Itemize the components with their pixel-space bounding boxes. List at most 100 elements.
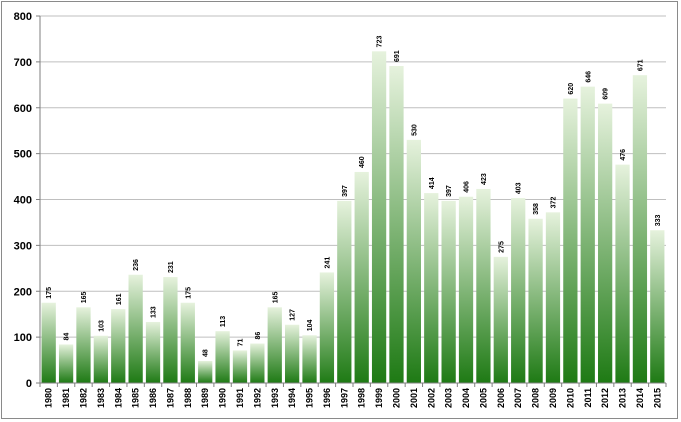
data-label: 231 (168, 261, 175, 273)
data-label: 236 (133, 259, 140, 271)
bar-1998 (354, 171, 369, 383)
x-tick-labels: 1980 1981 1982 1983 1984 1985 1986 1987 1988 1989… (44, 388, 663, 408)
data-label: 397 (342, 185, 349, 197)
data-label: 671 (637, 59, 644, 71)
data-label: 406 (464, 181, 471, 193)
bar-2010 (563, 98, 578, 383)
x-tick-label: 1988 (183, 388, 193, 408)
x-tick-label: 2002 (426, 388, 436, 408)
bar-2005 (476, 188, 491, 383)
data-label: 333 (655, 214, 662, 226)
bar-1985 (128, 274, 143, 383)
data-label: 530 (411, 124, 418, 136)
bar-1995 (302, 335, 317, 383)
bar-1994 (285, 324, 300, 383)
bar-1988 (180, 302, 195, 383)
x-tick-label: 1989 (200, 388, 210, 408)
data-label: 372 (550, 197, 557, 209)
data-label: 460 (359, 156, 366, 168)
x-tick-label: 2004 (461, 388, 471, 408)
bar-2000 (389, 66, 404, 383)
x-tick-label: 1986 (148, 388, 158, 408)
data-label: 84 (64, 333, 71, 341)
bar-1993 (267, 307, 282, 383)
y-tick-label: 0 (26, 378, 32, 390)
x-tick-label: 1982 (78, 388, 88, 408)
data-label: 358 (533, 203, 540, 215)
data-label: 723 (377, 36, 384, 48)
x-tick-label: 2013 (618, 388, 628, 408)
x-tick-label: 1996 (322, 388, 332, 408)
data-label: 175 (185, 287, 192, 299)
data-labels: 175 84 165 103 161 236 133 231 175 48 113 71 86 165 12… (46, 36, 662, 357)
data-label: 175 (46, 287, 53, 299)
bar-2002 (424, 193, 439, 383)
x-tick-label: 1992 (252, 388, 262, 408)
x-tick-label: 1990 (218, 388, 228, 408)
x-tick-label: 1994 (287, 388, 297, 408)
data-label: 104 (307, 320, 314, 332)
x-tick-label: 1995 (305, 388, 315, 408)
x-tick-label: 2012 (600, 388, 610, 408)
data-label: 113 (220, 316, 227, 327)
bar-2015 (650, 230, 665, 383)
bar-1983 (93, 335, 108, 383)
y-tick-label: 400 (14, 195, 32, 207)
y-tick-label: 800 (14, 11, 32, 23)
x-tick-label: 1985 (131, 388, 141, 408)
x-tick-label: 1983 (96, 388, 106, 408)
x-tick-label: 1984 (113, 388, 123, 408)
x-tick-label: 2000 (391, 388, 401, 408)
bar-2013 (615, 164, 630, 383)
x-tick-label: 1998 (357, 388, 367, 408)
bar-1997 (337, 200, 352, 383)
x-tick-label: 1980 (44, 388, 54, 408)
y-tick-label: 700 (14, 57, 32, 69)
bar-1991 (232, 350, 248, 383)
x-tick-label: 2010 (565, 388, 575, 408)
bars (41, 51, 665, 384)
data-label: 103 (98, 320, 105, 332)
data-label: 71 (237, 339, 244, 347)
x-tick-label: 1991 (235, 388, 245, 408)
y-tick-label: 300 (14, 240, 32, 252)
data-label: 241 (324, 257, 331, 269)
x-tick-label: 2003 (444, 388, 454, 408)
bar-1984 (111, 309, 126, 383)
x-tick-label: 1981 (61, 388, 71, 408)
bar-1989 (198, 360, 213, 383)
bar-2014 (632, 75, 648, 384)
data-label: 275 (498, 241, 505, 253)
x-tick-label: 1987 (165, 388, 175, 408)
data-label: 691 (394, 50, 401, 62)
x-tick-label: 2008 (531, 388, 541, 408)
x-tick-label: 2011 (583, 388, 593, 408)
x-tick-label: 1997 (339, 388, 349, 408)
axes (36, 15, 667, 387)
data-label: 127 (290, 309, 297, 321)
data-label: 476 (620, 149, 627, 161)
bar-2006 (493, 256, 508, 383)
bar-1986 (145, 321, 161, 383)
y-tick-labels: 0 100 200 300 400 500 600 700 800 (14, 11, 32, 390)
data-label: 161 (116, 293, 123, 305)
data-label: 423 (481, 173, 488, 185)
bar-1981 (58, 344, 74, 383)
x-tick-label: 2001 (409, 388, 419, 408)
x-tick-label: 1993 (270, 388, 280, 408)
data-label: 397 (446, 185, 453, 197)
x-tick-label: 2009 (548, 388, 558, 408)
bar-2001 (406, 139, 421, 383)
data-label: 414 (429, 177, 436, 189)
data-label: 609 (603, 88, 610, 100)
data-label: 165 (272, 292, 279, 304)
x-tick-label: 2015 (652, 388, 662, 408)
data-label: 646 (585, 71, 592, 83)
x-tick-label: 2014 (635, 388, 645, 408)
x-tick-label: 2005 (478, 388, 488, 408)
bar-1987 (163, 277, 178, 383)
bar-1996 (319, 272, 335, 383)
bar-1982 (76, 307, 91, 383)
